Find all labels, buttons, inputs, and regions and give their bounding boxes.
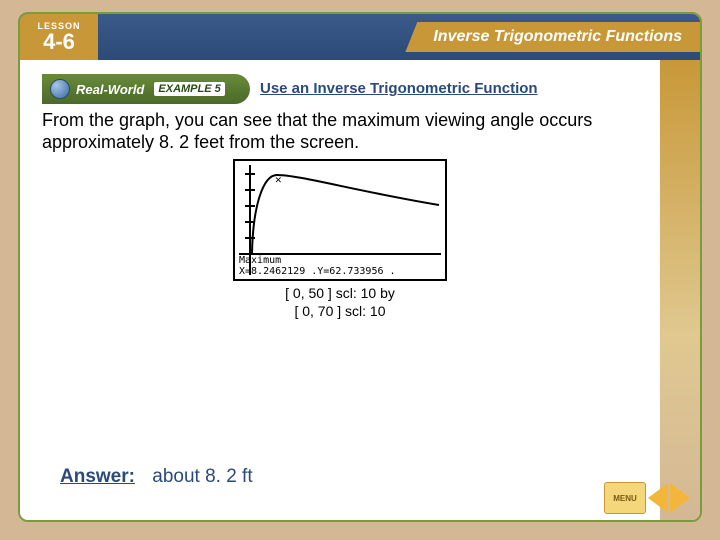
badge-text: Real-World (76, 82, 144, 97)
answer-text: about 8. 2 ft (152, 466, 252, 487)
slide-frame: LESSON 4-6 Inverse Trigonometric Functio… (18, 12, 702, 522)
scale-line-2: [ 0, 70 ] scl: 10 (285, 303, 395, 321)
lesson-badge: LESSON 4-6 (20, 14, 98, 60)
example-header: Real-World EXAMPLE 5 Use an Inverse Trig… (42, 74, 638, 104)
globe-icon (50, 79, 70, 99)
graph-area: ✕ Maximum X=8.2462129 .Y=62.733956 . [ 0… (42, 159, 638, 320)
max-readout: Maximum X=8.2462129 .Y=62.733956 . (239, 255, 396, 277)
content-area: Real-World EXAMPLE 5 Use an Inverse Trig… (20, 60, 660, 520)
top-bar: LESSON 4-6 Inverse Trigonometric Functio… (20, 14, 700, 60)
scale-line-1: [ 0, 50 ] scl: 10 by (285, 285, 395, 303)
curve-path (252, 175, 439, 253)
example-number: EXAMPLE 5 (154, 82, 224, 96)
nav-controls: MENU (604, 482, 690, 514)
answer-row: Answer: about 8. 2 ft (60, 466, 253, 488)
lesson-number: 4-6 (43, 31, 75, 53)
decorative-right-strip (660, 60, 700, 520)
max-readout-2: X=8.2462129 .Y=62.733956 . (239, 266, 396, 277)
real-world-badge: Real-World EXAMPLE 5 (42, 74, 250, 104)
max-readout-1: Maximum (239, 255, 396, 266)
answer-label: Answer: (60, 466, 135, 487)
graph-scale: [ 0, 50 ] scl: 10 by [ 0, 70 ] scl: 10 (285, 285, 395, 320)
body-text: From the graph, you can see that the max… (42, 110, 638, 153)
next-button[interactable] (670, 483, 690, 513)
calculator-graph: ✕ Maximum X=8.2462129 .Y=62.733956 . (233, 159, 447, 281)
prev-button[interactable] (648, 483, 668, 513)
max-marker-icon: ✕ (275, 173, 282, 186)
chapter-title: Inverse Trigonometric Functions (405, 22, 700, 52)
menu-button[interactable]: MENU (604, 482, 646, 514)
example-title: Use an Inverse Trigonometric Function (260, 80, 538, 97)
